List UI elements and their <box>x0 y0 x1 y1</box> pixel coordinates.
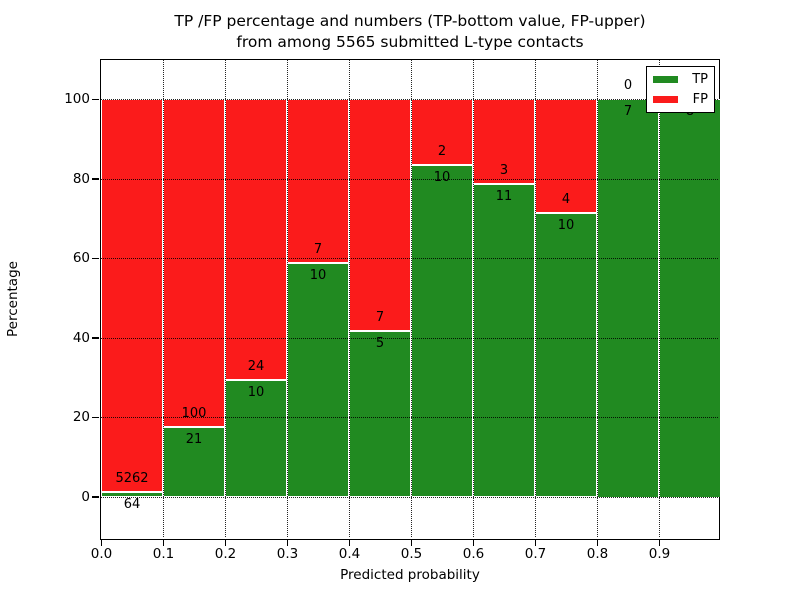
chart-title: TP /FP percentage and numbers (TP-bottom… <box>110 11 710 53</box>
fp-count-label: 100 <box>181 406 207 422</box>
v-gridline <box>225 60 226 537</box>
tp-count-label: 10 <box>557 217 575 233</box>
fp-count-label: 7 <box>313 241 323 257</box>
x-tick-mark <box>658 540 661 546</box>
h-gridline <box>101 417 718 418</box>
y-tick-label: 80 <box>72 170 90 187</box>
bar-segment-fp <box>349 99 411 331</box>
tp-color-swatch <box>653 76 678 84</box>
tp-count-label: 64 <box>123 496 141 512</box>
bar-segment-tp <box>101 491 163 497</box>
v-gridline <box>535 60 536 537</box>
v-gridline <box>659 60 660 537</box>
h-gridline <box>101 258 718 259</box>
bar-segment-tp <box>287 262 349 497</box>
chart-title-line2: from among 5565 submitted L-type contact… <box>236 33 584 51</box>
fp-count-label: 4 <box>561 191 571 207</box>
bar-segment-tp <box>535 212 597 497</box>
x-tick-label: 0.2 <box>214 546 237 562</box>
x-tick-mark <box>472 540 475 546</box>
y-tick-mark <box>92 416 99 419</box>
x-tick-label: 0.1 <box>152 546 175 562</box>
tp-count-label: 21 <box>185 432 203 448</box>
fp-color-swatch <box>653 95 678 103</box>
x-tick-label: 0.0 <box>90 546 113 562</box>
y-tick-mark <box>92 178 99 180</box>
h-gridline <box>101 496 718 498</box>
y-tick-mark <box>92 257 99 260</box>
fp-count-label: 0 <box>623 78 633 93</box>
tp-count-label: 11 <box>495 189 513 205</box>
legend-item-tp: TP <box>653 72 708 87</box>
bar-segment-tp <box>163 427 225 497</box>
x-tick-mark <box>100 540 103 546</box>
x-axis-label: Predicted probability <box>340 567 480 583</box>
x-tick-mark <box>286 540 289 546</box>
legend-label-fp: FP <box>692 91 708 107</box>
x-tick-label: 0.8 <box>586 546 609 562</box>
fp-count-label: 3 <box>499 163 509 179</box>
v-gridline <box>349 60 350 537</box>
x-tick-label: 0.3 <box>276 546 299 562</box>
bar-segment-fp <box>411 99 473 166</box>
y-tick-label: 20 <box>72 409 90 425</box>
tp-count-label: 10 <box>309 267 327 283</box>
v-gridline <box>597 60 598 537</box>
bar-segment-tp <box>659 99 721 497</box>
x-tick-label: 0.4 <box>338 546 361 562</box>
v-gridline <box>287 60 288 537</box>
v-gridline <box>411 60 412 537</box>
x-tick-mark <box>348 540 351 546</box>
bar-segment-tp <box>597 99 659 497</box>
tp-count-label: 7 <box>623 104 633 119</box>
bar-segment-fp <box>287 99 349 263</box>
y-tick-label: 60 <box>72 250 90 266</box>
y-tick-mark <box>92 337 99 339</box>
y-axis-label: Percentage <box>5 261 21 337</box>
legend-label-tp: TP <box>692 72 708 88</box>
x-tick-label: 0.7 <box>524 546 547 562</box>
v-gridline <box>473 60 474 537</box>
plot-area: 52626410021241071075210311410078 <box>100 59 721 540</box>
h-gridline <box>101 178 718 180</box>
x-tick-label: 0.9 <box>648 546 671 562</box>
x-tick-mark <box>596 540 599 546</box>
y-tick-mark <box>92 496 99 498</box>
y-tick-label: 100 <box>64 91 90 107</box>
fp-count-label: 2 <box>437 144 447 160</box>
h-gridline <box>101 99 718 100</box>
x-tick-mark <box>410 540 413 546</box>
bar-segment-tp <box>411 165 473 497</box>
fp-count-label: 5262 <box>115 470 149 486</box>
x-tick-mark <box>162 540 165 546</box>
x-tick-label: 0.6 <box>462 546 485 562</box>
x-tick-label: 0.5 <box>400 546 423 562</box>
y-tick-label: 40 <box>72 329 90 346</box>
legend-item-fp: FP <box>653 92 708 107</box>
tp-count-label: 5 <box>375 335 385 351</box>
tp-count-label: 10 <box>433 170 451 186</box>
h-gridline <box>101 337 718 339</box>
bar-segment-fp <box>473 99 535 185</box>
bar-segment-fp <box>101 99 163 492</box>
fp-count-label: 24 <box>247 358 265 374</box>
bar-segment-tp <box>225 379 287 497</box>
x-tick-mark <box>534 540 537 546</box>
v-gridline <box>163 60 164 537</box>
bar-segment-fp <box>163 99 225 428</box>
fp-count-label: 7 <box>375 309 385 325</box>
tp-count-label: 10 <box>247 384 265 400</box>
x-tick-mark <box>224 540 227 546</box>
y-tick-label: 0 <box>81 488 90 505</box>
legend: TP FP <box>646 66 715 113</box>
y-tick-mark <box>92 98 99 101</box>
bar-segment-tp <box>349 330 411 497</box>
chart-title-line1: TP /FP percentage and numbers (TP-bottom… <box>174 12 646 30</box>
